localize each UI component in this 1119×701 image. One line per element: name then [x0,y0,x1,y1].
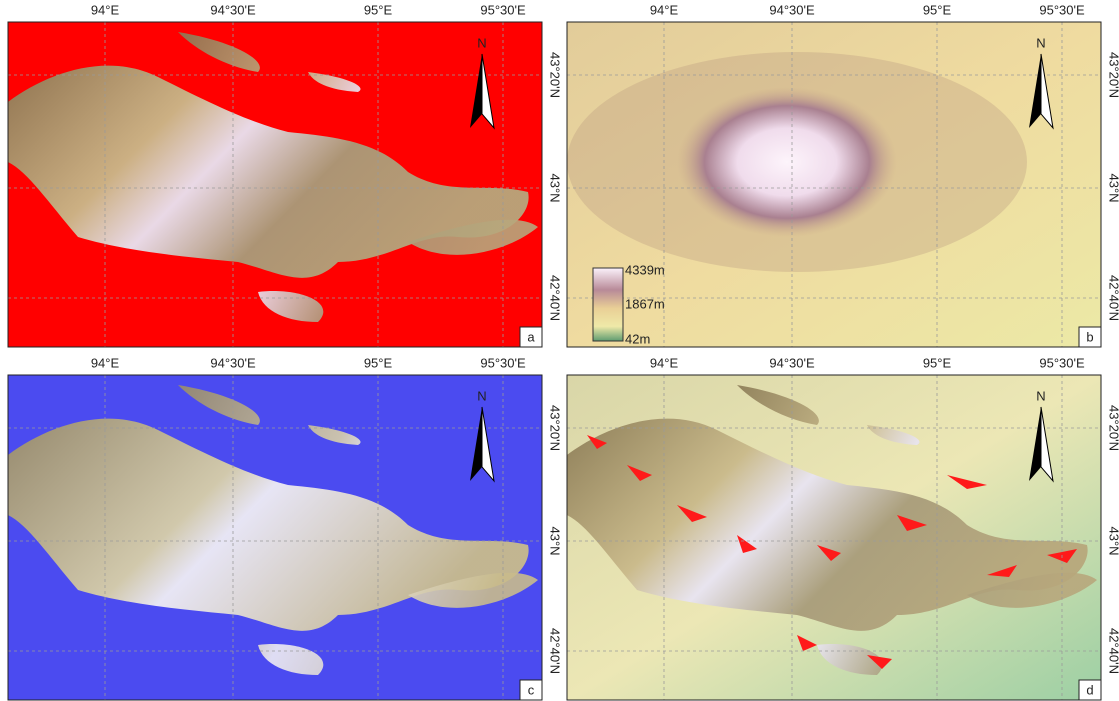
latitude-label: 43°20'N [1107,52,1119,98]
longitude-label: 94°30'E [769,355,815,370]
map-panel: 94°E 94°30'E 95°E 95°30'E 43°20'N 43°N 42°40'N… [8,2,563,347]
high-peak [677,87,897,237]
figure: 94°E 94°30'E 95°E 95°30'E 43°20'N 43°N 42°40'N… [0,0,1119,701]
panel-letter: b [1086,329,1093,344]
latitude-label: 43°N [548,173,563,202]
latitude-label: 42°40'N [1107,628,1119,674]
longitude-label: 95°E [364,2,393,17]
panel-letter: a [527,329,535,344]
latitude-label: 43°20'N [1107,405,1119,451]
panel-letter: c [528,682,535,697]
longitude-label: 94°30'E [769,2,815,17]
longitude-label: 94°E [91,355,120,370]
map-panel: 94°E 94°30'E 95°E 95°30'E 43°20'N 43°N 42°40'N… [8,355,563,700]
latitude-label: 43°N [548,526,563,555]
legend-ramp [593,268,623,341]
latitude-label: 42°40'N [548,275,563,321]
longitude-label: 95°E [923,355,952,370]
map-panel: 94°E 94°30'E 95°E 95°30'E 43°20'N 43°N 42°40'N… [567,355,1119,700]
legend-label: 1867m [625,296,665,311]
longitude-label: 94°E [91,2,120,17]
north-label: N [1036,388,1045,403]
longitude-label: 95°30'E [1039,355,1085,370]
longitude-label: 95°30'E [480,355,526,370]
longitude-label: 95°E [923,2,952,17]
map-panel: 94°E 94°30'E 95°E 95°30'E 43°20'N 43°N 42°40'N… [567,2,1119,347]
latitude-label: 42°40'N [548,628,563,674]
north-label: N [477,35,486,50]
north-label: N [1036,35,1045,50]
latitude-label: 43°N [1107,173,1119,202]
latitude-label: 43°20'N [548,52,563,98]
longitude-label: 94°30'E [210,355,256,370]
panel-letter: d [1086,682,1093,697]
legend-label: 42m [625,331,650,346]
longitude-label: 95°E [364,355,393,370]
latitude-label: 42°40'N [1107,275,1119,321]
longitude-label: 95°30'E [480,2,526,17]
longitude-label: 95°30'E [1039,2,1085,17]
longitude-label: 94°E [650,2,679,17]
longitude-label: 94°E [650,355,679,370]
latitude-label: 43°N [1107,526,1119,555]
north-label: N [477,388,486,403]
longitude-label: 94°30'E [210,2,256,17]
legend-label: 4339m [625,262,665,277]
latitude-label: 43°20'N [548,405,563,451]
